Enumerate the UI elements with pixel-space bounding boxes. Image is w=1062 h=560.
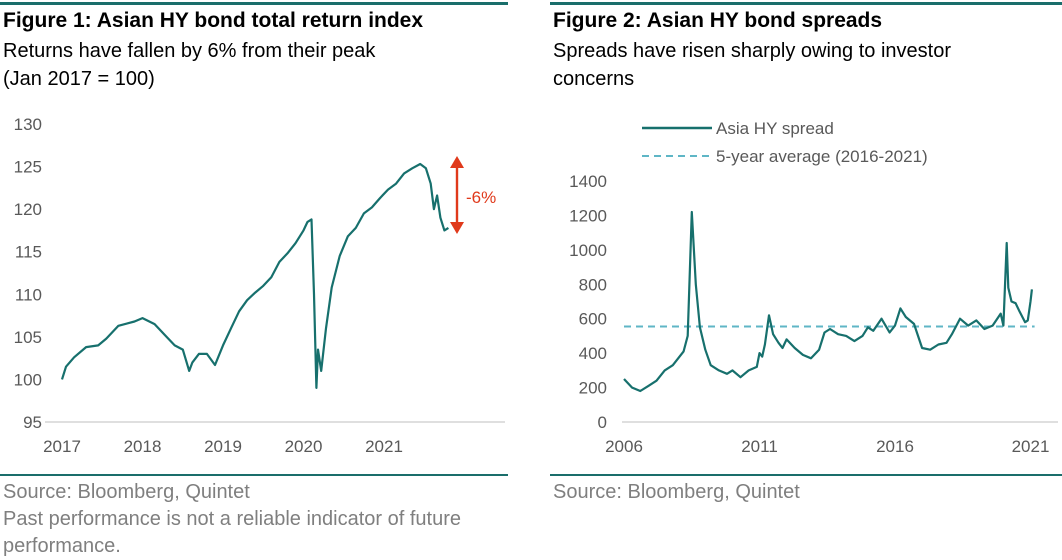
y-tick-label: 130 — [14, 115, 42, 134]
legend-label-spread: Asia HY spread — [716, 119, 834, 138]
y-tick-label: 800 — [579, 275, 607, 294]
figure1-source-text: Source: Bloomberg, Quintet — [3, 481, 250, 503]
figure2-chart: Asia HY spread 5-year average (2016-2021… — [569, 119, 1058, 456]
figure2-y-axis: 0 200 400 600 800 1000 1200 1400 — [569, 172, 607, 432]
y-tick-label: 125 — [14, 158, 42, 177]
figure2-series-line — [623, 210, 1033, 393]
y-tick-label: 0 — [598, 413, 607, 432]
arrow-head-up — [450, 156, 464, 168]
figure1-x-axis: 2017 2018 2019 2020 2021 — [43, 437, 403, 456]
figure1-subtitle-line2: (Jan 2017 = 100) — [3, 68, 155, 90]
figure1-chart: 95 100 105 110 115 120 125 130 2017 2018 2019 2020… — [14, 115, 505, 456]
y-tick-label: 1400 — [569, 172, 607, 191]
figure1-source: Source: Bloomberg, Quintet Past performa… — [3, 479, 508, 560]
figure1-title: Figure 1: Asian HY bond total return ind… — [3, 9, 424, 32]
figure2-bottom-rule — [550, 474, 1062, 476]
y-tick-label: 105 — [14, 328, 42, 347]
x-tick-label: 2021 — [1012, 437, 1050, 456]
x-tick-label: 2018 — [124, 437, 162, 456]
x-tick-label: 2021 — [365, 437, 403, 456]
figure1-panel: Figure 1: Asian HY bond total return ind… — [0, 0, 508, 560]
x-tick-label: 2020 — [285, 437, 323, 456]
figure2-x-axis: 2006 2011 2016 2021 — [605, 437, 1049, 456]
figure2-source: Source: Bloomberg, Quintet — [553, 481, 800, 503]
figure2-legend: Asia HY spread 5-year average (2016-2021… — [642, 119, 928, 166]
figure1-annotation-label: -6% — [466, 188, 496, 207]
y-tick-label: 600 — [579, 310, 607, 329]
figure1-subtitle-line1: Returns have fallen by 6% from their pea… — [3, 40, 376, 62]
y-tick-label: 120 — [14, 200, 42, 219]
y-tick-label: 1200 — [569, 206, 607, 225]
figure2-subtitle-line1: Spreads have risen sharply owing to inve… — [553, 40, 951, 62]
figure1-decline-arrow — [450, 156, 464, 234]
figure1-y-axis: 95 100 105 110 115 120 125 130 — [14, 115, 42, 432]
y-tick-label: 100 — [14, 370, 42, 389]
figure1-subtitle: Returns have fallen by 6% from their pea… — [3, 37, 508, 93]
figure2-panel: Figure 2: Asian HY bond spreads Spreads … — [550, 0, 1062, 560]
y-tick-label: 110 — [15, 285, 42, 304]
figure1-disclaimer: Past performance is not a reliable indic… — [3, 508, 462, 557]
figure1-top-rule — [0, 2, 508, 5]
y-tick-label: 1000 — [569, 241, 607, 260]
x-tick-label: 2016 — [876, 437, 914, 456]
legend-label-average: 5-year average (2016-2021) — [716, 147, 928, 166]
figure1-bottom-rule — [0, 474, 508, 476]
y-tick-label: 115 — [15, 243, 42, 262]
figure1-series-line — [60, 162, 449, 389]
x-tick-label: 2011 — [741, 437, 778, 456]
figure2-subtitle-line2: concerns — [553, 68, 635, 90]
x-tick-label: 2019 — [204, 437, 242, 456]
x-tick-label: 2006 — [605, 437, 643, 456]
arrow-head-down — [450, 222, 464, 234]
figure2-subtitle: Spreads have risen sharply owing to inve… — [553, 37, 1058, 93]
y-tick-label: 400 — [579, 344, 607, 363]
y-tick-label: 95 — [23, 413, 42, 432]
figure2-title: Figure 2: Asian HY bond spreads — [553, 9, 883, 32]
x-tick-label: 2017 — [43, 437, 81, 456]
figure2-top-rule — [550, 2, 1062, 5]
y-tick-label: 200 — [579, 379, 607, 398]
